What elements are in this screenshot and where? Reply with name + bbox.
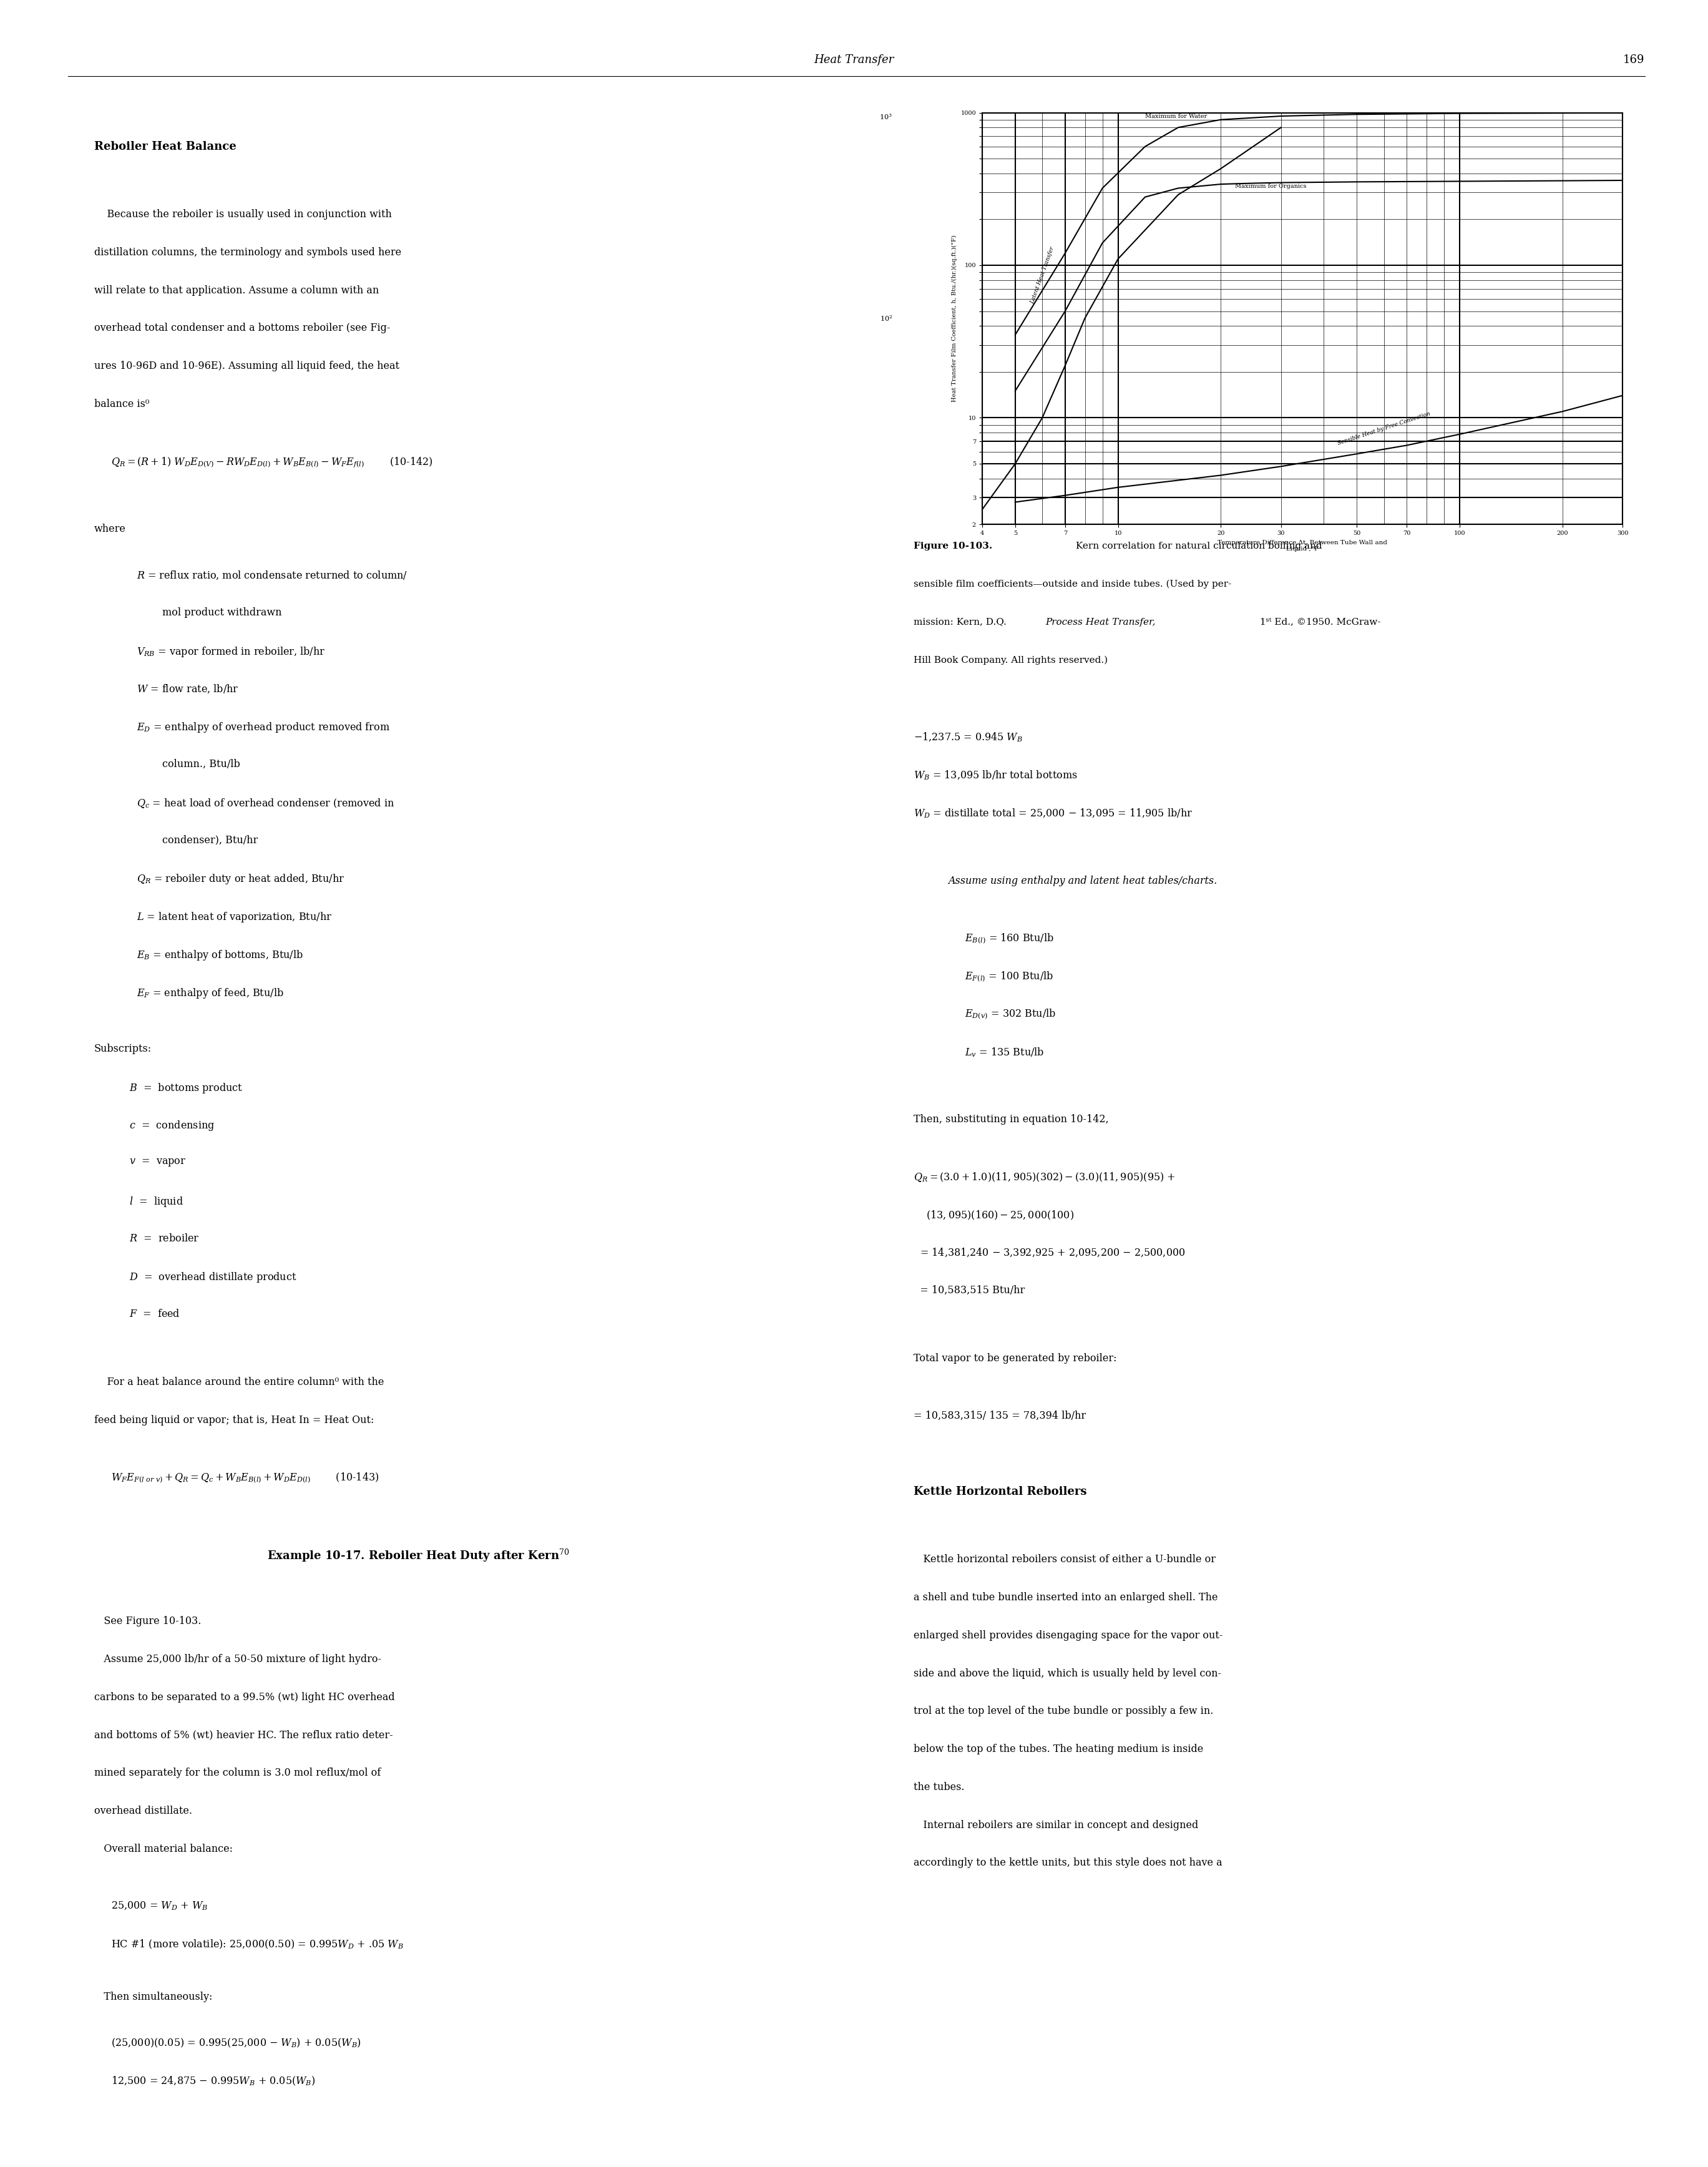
Text: Internal reboilers are similar in concept and designed: Internal reboilers are similar in concep…	[914, 1820, 1199, 1831]
Text: HC #1 (more volatile): 25,000(0.50) = 0.995$W_D$ + .05 $W_B$: HC #1 (more volatile): 25,000(0.50) = 0.…	[111, 1937, 403, 1950]
Text: and bottoms of 5% (wt) heavier HC. The reflux ratio deter-: and bottoms of 5% (wt) heavier HC. The r…	[94, 1729, 393, 1740]
Text: trol at the top level of the tube bundle or possibly a few in.: trol at the top level of the tube bundle…	[914, 1705, 1214, 1716]
Text: = 10,583,315/ 135 = 78,394 lb/hr: = 10,583,315/ 135 = 78,394 lb/hr	[914, 1411, 1086, 1422]
Y-axis label: Heat Transfer Film Coefficient, h, Btu./(hr.)(sq.ft.)(°F): Heat Transfer Film Coefficient, h, Btu./…	[951, 234, 956, 403]
Text: $L$ = latent heat of vaporization, Btu/hr: $L$ = latent heat of vaporization, Btu/h…	[137, 910, 331, 923]
Text: overhead total condenser and a bottoms reboiler (see Fig-: overhead total condenser and a bottoms r…	[94, 323, 389, 334]
Text: condenser), Btu/hr: condenser), Btu/hr	[137, 834, 258, 845]
Text: $W$ = flow rate, lb/hr: $W$ = flow rate, lb/hr	[137, 683, 239, 696]
Text: carbons to be separated to a 99.5% (wt) light HC overhead: carbons to be separated to a 99.5% (wt) …	[94, 1692, 395, 1703]
Text: Assume using enthalpy and latent heat tables/charts.: Assume using enthalpy and latent heat ta…	[948, 875, 1218, 886]
Text: below the top of the tubes. The heating medium is inside: below the top of the tubes. The heating …	[914, 1744, 1204, 1755]
Text: (25,000)(0.05) = 0.995(25,000 $-$ $W_B$) + 0.05($W_B$): (25,000)(0.05) = 0.995(25,000 $-$ $W_B$)…	[111, 2037, 360, 2050]
Text: $(13,095)(160) - 25,000(100)$: $(13,095)(160) - 25,000(100)$	[914, 1209, 1074, 1222]
Text: 12,500 = 24,875 $-$ 0.995$W_B$ + 0.05($W_B$): 12,500 = 24,875 $-$ 0.995$W_B$ + 0.05($W…	[111, 2074, 316, 2087]
Text: $E_B$ = enthalpy of bottoms, Btu/lb: $E_B$ = enthalpy of bottoms, Btu/lb	[137, 949, 302, 962]
Text: enlarged shell provides disengaging space for the vapor out-: enlarged shell provides disengaging spac…	[914, 1630, 1223, 1640]
Text: Total vapor to be generated by reboiler:: Total vapor to be generated by reboiler:	[914, 1352, 1117, 1363]
Text: Because the reboiler is usually used in conjunction with: Because the reboiler is usually used in …	[94, 208, 391, 219]
Text: Figure 10-103.: Figure 10-103.	[914, 542, 992, 550]
Text: $W_B$ = 13,095 lb/hr total bottoms: $W_B$ = 13,095 lb/hr total bottoms	[914, 769, 1078, 782]
Text: side and above the liquid, which is usually held by level con-: side and above the liquid, which is usua…	[914, 1669, 1221, 1679]
Text: Then simultaneously:: Then simultaneously:	[94, 1991, 212, 2002]
Text: = 14,381,240 $-$ 3,392,925 + 2,095,200 $-$ 2,500,000: = 14,381,240 $-$ 3,392,925 + 2,095,200 $…	[914, 1246, 1185, 1259]
Text: $Q_R = (R + 1)\ W_DE_{D(V)} - RW_DE_{D(l)} + W_BE_{B(l)}-W_FE_{f(l)}$        (10: $Q_R = (R + 1)\ W_DE_{D(V)} - RW_DE_{D(l…	[111, 455, 432, 468]
Text: $E_{F(l)}$ = 100 Btu/lb: $E_{F(l)}$ = 100 Btu/lb	[965, 971, 1054, 984]
Text: Maximum for Organics: Maximum for Organics	[1235, 184, 1307, 189]
Text: 10$^3$: 10$^3$	[880, 113, 892, 121]
Text: $Q_R$ = reboiler duty or heat added, Btu/hr: $Q_R$ = reboiler duty or heat added, Btu…	[137, 873, 345, 886]
Text: $L_v$ = 135 Btu/lb: $L_v$ = 135 Btu/lb	[965, 1047, 1045, 1057]
Text: $E_D$ = enthalpy of overhead product removed from: $E_D$ = enthalpy of overhead product rem…	[137, 722, 389, 735]
Text: balance is⁰: balance is⁰	[94, 399, 149, 410]
Text: $B$  =  bottoms product: $B$ = bottoms product	[120, 1081, 243, 1094]
Text: the tubes.: the tubes.	[914, 1781, 965, 1792]
Text: Sensible Heat by Free Convection: Sensible Heat by Free Convection	[1337, 412, 1431, 446]
Text: Overall material balance:: Overall material balance:	[94, 1844, 232, 1855]
Text: See Figure 10-103.: See Figure 10-103.	[94, 1617, 202, 1627]
Text: $Q_R = (3.0 + 1.0)(11,905)(302) - (3.0)(11,905)(95)$ +: $Q_R = (3.0 + 1.0)(11,905)(302) - (3.0)(…	[914, 1170, 1175, 1183]
Text: distillation columns, the terminology and symbols used here: distillation columns, the terminology an…	[94, 247, 401, 258]
Text: For a heat balance around the entire column⁰ with the: For a heat balance around the entire col…	[94, 1376, 384, 1387]
Text: $-$1,237.5 = 0.945 $W_B$: $-$1,237.5 = 0.945 $W_B$	[914, 730, 1023, 743]
Text: column., Btu/lb: column., Btu/lb	[137, 758, 241, 769]
Text: Then, substituting in equation 10-142,: Then, substituting in equation 10-142,	[914, 1114, 1108, 1125]
Text: $F$  =  feed: $F$ = feed	[120, 1309, 179, 1320]
Text: mined separately for the column is 3.0 mol reflux/mol of: mined separately for the column is 3.0 m…	[94, 1768, 381, 1779]
Text: Latent Heat Transfer: Latent Heat Transfer	[1030, 247, 1056, 306]
Text: $l$  =  liquid: $l$ = liquid	[120, 1194, 183, 1209]
Text: $E_{B(l)}$ = 160 Btu/lb: $E_{B(l)}$ = 160 Btu/lb	[965, 932, 1054, 945]
Text: Reboiler Heat Balance: Reboiler Heat Balance	[94, 141, 236, 152]
Text: Process Heat Transfer,: Process Heat Transfer,	[1045, 618, 1155, 626]
Text: Kern correlation for natural circulation boiling and: Kern correlation for natural circulation…	[1073, 542, 1322, 550]
Text: $c$  =  condensing: $c$ = condensing	[120, 1118, 215, 1133]
Text: Kettle horizontal reboilers consist of either a U-bundle or: Kettle horizontal reboilers consist of e…	[914, 1554, 1216, 1565]
Text: $R$ = reflux ratio, mol condensate returned to column/: $R$ = reflux ratio, mol condensate retur…	[137, 570, 408, 581]
Text: Maximum for Water: Maximum for Water	[1144, 115, 1208, 119]
Text: will relate to that application. Assume a column with an: will relate to that application. Assume …	[94, 284, 379, 295]
Text: Heat Transfer: Heat Transfer	[815, 54, 893, 65]
Text: Example 10-17. Reboiler Heat Duty after Kern$^{70}$: Example 10-17. Reboiler Heat Duty after …	[266, 1547, 570, 1565]
Text: $R$  =  reboiler: $R$ = reboiler	[120, 1233, 200, 1244]
Text: ures 10-96D and 10-96E). Assuming all liquid feed, the heat: ures 10-96D and 10-96E). Assuming all li…	[94, 360, 400, 371]
Text: 10$^2$: 10$^2$	[880, 314, 892, 323]
X-axis label: Temperature Difference,Δt, Between Tube Wall and
Liquid ,°F: Temperature Difference,Δt, Between Tube …	[1218, 540, 1387, 553]
Text: where: where	[94, 524, 126, 535]
Text: a shell and tube bundle inserted into an enlarged shell. The: a shell and tube bundle inserted into an…	[914, 1593, 1218, 1604]
Text: 169: 169	[1623, 54, 1645, 65]
Text: Subscripts:: Subscripts:	[94, 1042, 152, 1053]
Text: $Q_c$ = heat load of overhead condenser (removed in: $Q_c$ = heat load of overhead condenser …	[137, 797, 395, 808]
Text: $W_D$ = distillate total = 25,000 $-$ 13,095 = 11,905 lb/hr: $W_D$ = distillate total = 25,000 $-$ 13…	[914, 806, 1192, 819]
Text: mission: Kern, D.Q.: mission: Kern, D.Q.	[914, 618, 1009, 626]
Text: overhead distillate.: overhead distillate.	[94, 1805, 191, 1816]
Text: 1ˢᵗ Ed., ©1950. McGraw-: 1ˢᵗ Ed., ©1950. McGraw-	[1257, 618, 1380, 626]
Text: $E_{D(v)}$ = 302 Btu/lb: $E_{D(v)}$ = 302 Btu/lb	[965, 1008, 1056, 1021]
Text: $V_{RB}$ = vapor formed in reboiler, lb/hr: $V_{RB}$ = vapor formed in reboiler, lb/…	[137, 646, 325, 659]
Text: = 10,583,515 Btu/hr: = 10,583,515 Btu/hr	[914, 1285, 1025, 1296]
Text: feed being liquid or vapor; that is, Heat In = Heat Out:: feed being liquid or vapor; that is, Hea…	[94, 1415, 374, 1426]
Text: $W_FE_{F(l\ or\ v)} + Q_R = Q_c + W_BE_{B(l)} + W_DE_{D(l)}$        (10-143): $W_FE_{F(l\ or\ v)} + Q_R = Q_c + W_BE_{…	[111, 1471, 379, 1484]
Text: Kettle Horizontal Reboilers: Kettle Horizontal Reboilers	[914, 1487, 1086, 1497]
Text: accordingly to the kettle units, but this style does not have a: accordingly to the kettle units, but thi…	[914, 1857, 1223, 1868]
Text: Hill Book Company. All rights reserved.): Hill Book Company. All rights reserved.)	[914, 654, 1108, 665]
Text: Assume 25,000 lb/hr of a 50-50 mixture of light hydro-: Assume 25,000 lb/hr of a 50-50 mixture o…	[94, 1653, 381, 1664]
Text: $v$  =  vapor: $v$ = vapor	[120, 1157, 186, 1168]
Text: $D$  =  overhead distillate product: $D$ = overhead distillate product	[120, 1270, 297, 1285]
Text: 25,000 = $W_D$ + $W_B$: 25,000 = $W_D$ + $W_B$	[111, 1900, 208, 1911]
Text: $E_F$ = enthalpy of feed, Btu/lb: $E_F$ = enthalpy of feed, Btu/lb	[137, 986, 284, 999]
Text: mol product withdrawn: mol product withdrawn	[137, 607, 282, 618]
Text: sensible film coefficients—outside and inside tubes. (Used by per-: sensible film coefficients—outside and i…	[914, 579, 1231, 589]
